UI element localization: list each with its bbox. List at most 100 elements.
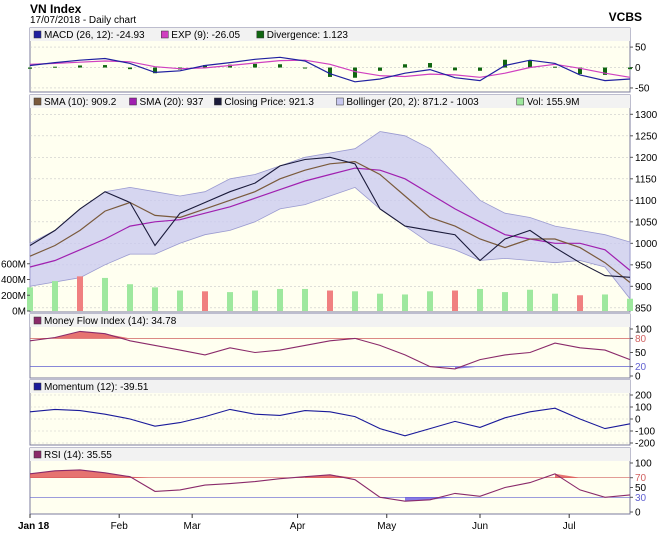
volume-bar xyxy=(552,293,558,311)
volume-bar xyxy=(577,295,583,311)
volume-bar xyxy=(152,287,158,311)
momentum-tick-label-1: 100 xyxy=(635,403,652,414)
volume-bar xyxy=(302,288,308,311)
price-tick-label-4: 1100 xyxy=(635,196,657,207)
mfi-line xyxy=(29,330,631,370)
rsi-tick-label-3: 30 xyxy=(635,493,647,504)
x-tick-label-3: Apr xyxy=(290,521,306,532)
momentum-tick-label-3: -100 xyxy=(635,427,655,438)
price-legend-label-2: Closing Price: 921.3 xyxy=(224,97,314,108)
macd-divergence-bar xyxy=(578,67,582,75)
macd-tick-label-1: 0 xyxy=(635,63,641,74)
macd-divergence-bar xyxy=(153,67,157,74)
price-legend-label-4: Vol: 155.9M xyxy=(527,97,580,108)
macd-legend-swatch-1 xyxy=(161,30,169,39)
volume-tick-label-3: 0M xyxy=(12,307,26,318)
volume-tick-label-0: 600M xyxy=(1,259,26,270)
macd-divergence-bar xyxy=(203,65,207,68)
macd-tick-label-2: -50 xyxy=(635,83,650,94)
macd-divergence-bar xyxy=(603,67,607,75)
macd-legend-band xyxy=(30,28,630,41)
volume-bar xyxy=(202,291,208,311)
mfi-legend-swatch-0 xyxy=(33,316,42,325)
rsi-legend-band xyxy=(30,448,630,461)
volume-bar xyxy=(477,288,483,311)
macd-divergence-bar xyxy=(53,66,57,68)
volume-bar xyxy=(27,287,33,311)
macd-divergence-bar xyxy=(353,67,357,78)
price-tick-label-0: 1300 xyxy=(635,110,658,121)
volume-bar xyxy=(77,276,83,311)
volume-bar xyxy=(402,294,408,311)
price-tick-label-5: 1050 xyxy=(635,217,658,228)
macd-divergence-bar xyxy=(403,64,407,68)
volume-bar xyxy=(502,292,508,311)
macd-legend-label-1: EXP (9): -26.05 xyxy=(171,30,240,41)
macd-legend-swatch-2 xyxy=(256,30,265,39)
mfi-tick-label-1: 80 xyxy=(635,334,647,345)
macd-ema-line xyxy=(29,59,631,78)
x-tick-label-5: Jun xyxy=(472,521,488,532)
macd-divergence-bar xyxy=(628,67,632,70)
volume-bar xyxy=(602,294,608,311)
x-tick-label-6: Jul xyxy=(563,521,576,532)
mfi-oversold-zone xyxy=(455,366,480,369)
rsi-line xyxy=(29,469,631,502)
price-legend-swatch-4 xyxy=(516,97,524,106)
momentum-legend-swatch-0 xyxy=(33,382,42,391)
volume-tick-label-2: 200M xyxy=(1,291,26,302)
macd-divergence-bar xyxy=(278,64,282,68)
rsi-legend-swatch-0 xyxy=(33,450,42,459)
rsi-tick-label-2: 50 xyxy=(635,483,647,494)
price-tick-label-1: 1250 xyxy=(635,131,658,142)
price-legend-swatch-0 xyxy=(33,97,42,106)
rsi-tick-label-4: 0 xyxy=(635,508,641,519)
volume-bar xyxy=(452,290,458,311)
macd-divergence-bar xyxy=(478,67,482,71)
volume-bar xyxy=(252,290,258,311)
momentum-tick-label-4: -200 xyxy=(635,439,655,450)
chart-subtitle: 17/07/2018 - Daily chart xyxy=(30,15,137,26)
momentum-legend-label-0: Momentum (12): -39.51 xyxy=(44,382,149,393)
price-tick-label-9: 850 xyxy=(635,303,652,314)
price-tick-label-2: 1200 xyxy=(635,153,658,164)
macd-divergence-bar xyxy=(28,67,32,69)
price-tick-label-8: 900 xyxy=(635,282,652,293)
mfi-tick-label-4: 0 xyxy=(635,372,641,383)
mfi-tick-label-3: 20 xyxy=(635,362,647,373)
macd-divergence-bar xyxy=(453,67,457,71)
price-legend-label-3: Bollinger (20, 2): 871.2 - 1003 xyxy=(346,97,479,108)
price-legend-label-1: SMA (20): 937 xyxy=(140,97,204,108)
macd-divergence-bar xyxy=(553,66,557,68)
volume-bar xyxy=(52,281,58,311)
macd-legend-swatch-0 xyxy=(33,30,42,39)
macd-divergence-bar xyxy=(303,67,307,69)
price-legend-swatch-2 xyxy=(214,97,222,106)
volume-bar xyxy=(177,290,183,311)
momentum-line xyxy=(29,407,631,437)
volume-bar xyxy=(327,290,333,311)
macd-divergence-bar xyxy=(328,67,332,77)
macd-line xyxy=(29,56,631,83)
volume-bar xyxy=(352,291,358,311)
mfi-legend-band xyxy=(30,314,630,327)
mfi-tick-label-0: 100 xyxy=(635,325,652,336)
macd-divergence-bar xyxy=(428,63,432,68)
macd-tick-label-0: 50 xyxy=(635,43,647,54)
volume-bar xyxy=(427,291,433,311)
volume-bar xyxy=(627,298,633,311)
volume-bar xyxy=(377,293,383,311)
macd-divergence-bar xyxy=(128,67,132,70)
macd-divergence-bar xyxy=(528,60,532,68)
price-legend-swatch-3 xyxy=(336,97,344,106)
momentum-tick-label-0: 200 xyxy=(635,391,652,402)
macd-divergence-bar xyxy=(78,65,82,68)
x-tick-label-2: Mar xyxy=(184,521,202,532)
volume-bar xyxy=(102,277,108,311)
volume-tick-label-1: 400M xyxy=(1,275,26,286)
volume-bar xyxy=(227,292,233,311)
x-tick-label-0: Jan 18 xyxy=(18,521,50,532)
mfi-tick-label-2: 50 xyxy=(635,348,647,359)
macd-divergence-bar xyxy=(503,59,507,68)
